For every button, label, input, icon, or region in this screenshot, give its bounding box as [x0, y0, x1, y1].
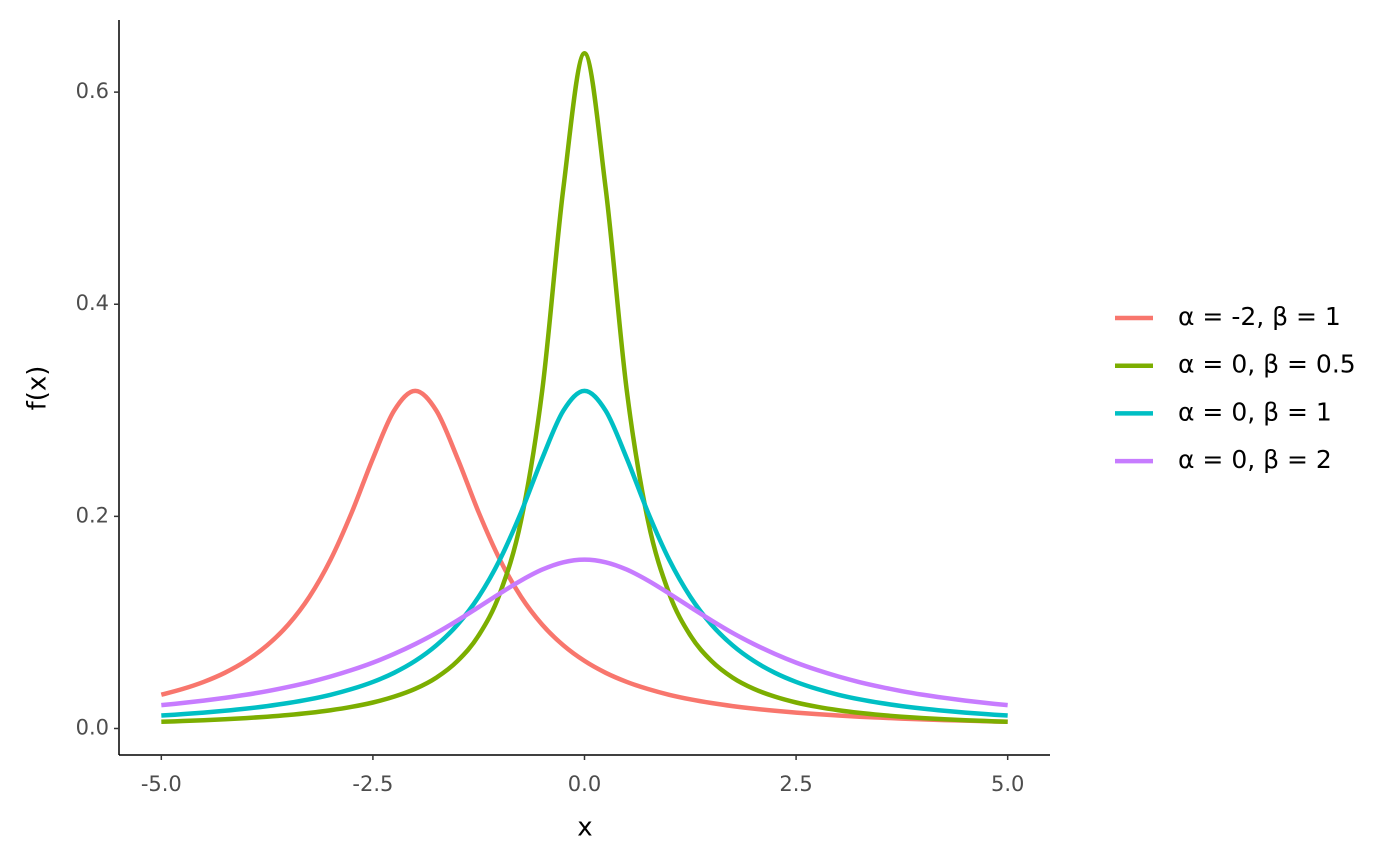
y-tick-label: 0.6: [76, 79, 109, 103]
x-axis-title: x: [577, 813, 592, 843]
line: [160, 388, 1008, 724]
x-tick-label: 5.0: [991, 772, 1024, 796]
y-tick-label: 0.0: [76, 715, 109, 739]
legend-label: α = 0, β = 2: [1178, 445, 1332, 474]
x-tick-label: 2.5: [779, 772, 812, 796]
y-tick-label: 0.4: [76, 291, 109, 315]
x-tick-label: 0.0: [568, 772, 601, 796]
x-tick-label: -5.0: [141, 772, 182, 796]
y-axis-title: f(x): [23, 366, 53, 411]
x-tick-label: -2.5: [352, 772, 393, 796]
legend-label: α = 0, β = 1: [1178, 397, 1332, 426]
legend-label: α = 0, β = 0.5: [1178, 350, 1356, 379]
legend-label: α = -2, β = 1: [1178, 302, 1341, 331]
y-tick-label: 0.2: [76, 503, 109, 527]
line: [161, 388, 1008, 718]
line: [161, 557, 1008, 708]
line: [161, 51, 1008, 725]
